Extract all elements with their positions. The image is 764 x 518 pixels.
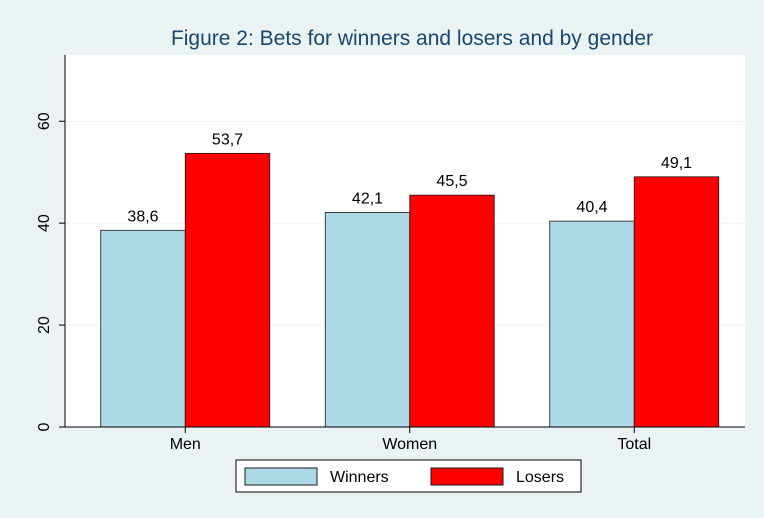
y-tick-label: 40 xyxy=(36,214,53,232)
bar xyxy=(100,229,186,428)
y-tick-label: 0 xyxy=(36,422,53,431)
bar xyxy=(409,194,495,428)
value-label: 42,1 xyxy=(352,190,383,207)
value-label: 45,5 xyxy=(436,173,467,190)
bar xyxy=(324,212,411,428)
value-label: 38,6 xyxy=(127,208,158,225)
bar xyxy=(549,220,635,428)
value-label: 53,7 xyxy=(212,131,243,148)
bar xyxy=(633,176,720,428)
legend-swatch xyxy=(244,467,318,486)
x-tick-label: Total xyxy=(617,436,651,453)
value-label: 40,4 xyxy=(576,199,607,216)
legend-label: Winners xyxy=(330,469,389,486)
legend-label: Losers xyxy=(516,469,564,486)
y-tick-label: 20 xyxy=(36,316,53,334)
legend-swatch xyxy=(430,467,504,486)
bar xyxy=(184,152,271,428)
x-tick-label: Men xyxy=(170,436,201,453)
value-label: 49,1 xyxy=(661,155,692,172)
x-tick-label: Women xyxy=(382,436,437,453)
y-tick-label: 60 xyxy=(36,112,53,130)
chart-title: Figure 2: Bets for winners and losers an… xyxy=(171,27,653,50)
